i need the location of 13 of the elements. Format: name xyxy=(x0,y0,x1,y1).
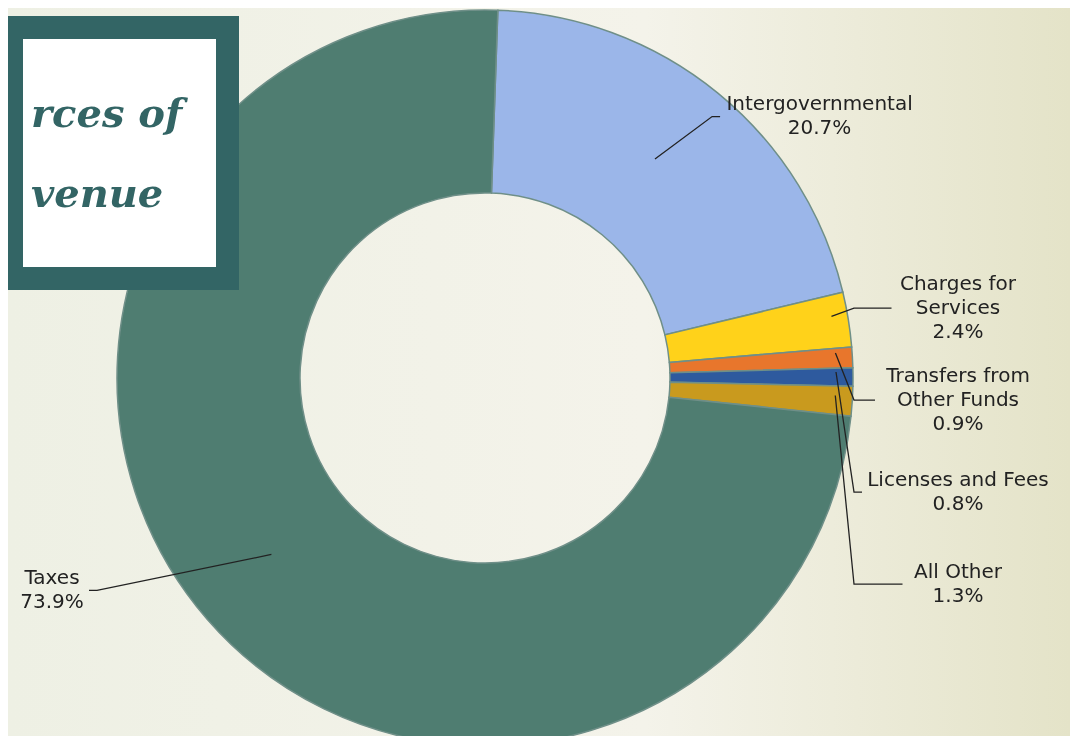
data-label: 0.8% xyxy=(932,490,984,515)
data-label: 2.4% xyxy=(932,318,984,343)
slice-label: Charges for Services xyxy=(899,270,1017,319)
slice-label: Licenses and Fees xyxy=(867,466,1049,491)
slice-label: Transfers from Other Funds xyxy=(885,362,1030,411)
slice-label: All Other xyxy=(914,558,1003,583)
data-label: 0.9% xyxy=(932,410,984,435)
text: rces of venue xyxy=(31,88,189,218)
slice-label: Intergovernmental xyxy=(726,91,913,116)
data-label: 73.9% xyxy=(20,588,84,613)
slice-label: Taxes xyxy=(23,564,80,589)
data-label: 20.7% xyxy=(787,115,852,140)
data-label: 1.3% xyxy=(932,582,984,607)
